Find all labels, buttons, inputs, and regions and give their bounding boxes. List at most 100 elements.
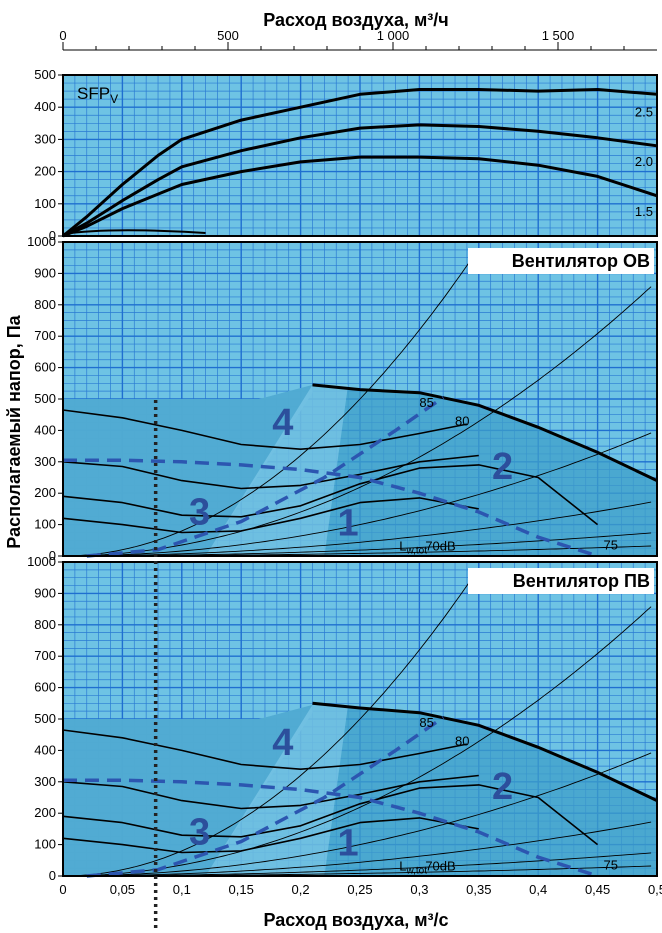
bottom-axis-tick-label: 0,1 [173, 882, 191, 897]
bottom-axis-tick-label: 0,15 [229, 882, 254, 897]
bottom-axis-title: Расход воздуха, м³/с [263, 910, 448, 930]
bottom-axis-tick-label: 0,45 [585, 882, 610, 897]
bottom-axis-tick-label: 0,5 [648, 882, 662, 897]
sfp-y-tick-label: 300 [34, 131, 56, 146]
sfp-series-label: 1.5 [635, 204, 653, 219]
ov-noise-prefix-sub: w,tot [405, 546, 427, 557]
bottom-axis-tick-label: 0,4 [529, 882, 547, 897]
pv-dashed-diagonal [86, 715, 445, 878]
ov-pressure-curve [62, 454, 479, 490]
pv-pressure-curve [62, 729, 468, 770]
bottom-axis-tick-label: 0,35 [466, 882, 491, 897]
ov-zone-label-1: 1 [338, 502, 359, 544]
pv-noise-label: 85 [419, 715, 433, 730]
ov-dashed-diagonal [86, 395, 445, 558]
ov-y-tick-label: 900 [34, 265, 56, 280]
ov-y-tick-label: 600 [34, 360, 56, 375]
ov-dashed-limit [63, 458, 599, 558]
sfp-series-2-5 [62, 88, 658, 238]
sfp-label: SFPV [77, 84, 118, 106]
top-axis-title: Расход воздуха, м³/ч [263, 10, 449, 30]
pv-zone-label-2: 2 [492, 766, 513, 808]
sfp-label-main: SFP [77, 84, 110, 103]
pv-title: Вентилятор ПВ [513, 571, 650, 591]
pv-y-tick-label: 600 [34, 680, 56, 695]
top-axis-tick-label: 0 [59, 28, 66, 43]
ov-pressure-curve [62, 464, 599, 526]
top-axis-tick-label: 1 500 [542, 28, 575, 43]
ov-y-tick-label: 100 [34, 517, 56, 532]
pv-y-tick-label: 500 [34, 711, 56, 726]
ov-pressure-curve [62, 409, 468, 450]
ov-y-tick-label: 1000 [27, 234, 56, 249]
ov-y-tick-label: 500 [34, 391, 56, 406]
pv-zone-label-4: 4 [272, 722, 293, 764]
pv-frame [62, 561, 658, 877]
ov-title-box [468, 248, 654, 274]
pv-y-tick-label: 300 [34, 774, 56, 789]
ov-zone-label-3: 3 [189, 491, 210, 533]
pv-y-tick-label: 700 [34, 648, 56, 663]
ov-zone-label-2: 2 [492, 446, 513, 488]
sfp-series-label: 2.0 [635, 154, 653, 169]
ov-y-tick-label: 700 [34, 328, 56, 343]
pv-zone-label-1: 1 [338, 822, 359, 864]
sfp-label-sub: V [110, 92, 118, 106]
bottom-axis-tick-label: 0,25 [347, 882, 372, 897]
ov-y-tick-label: 400 [34, 422, 56, 437]
bottom-axis-tick-label: 0,05 [110, 882, 135, 897]
pv-noise-label: 80 [455, 734, 469, 749]
sfp-frame [62, 74, 658, 237]
pv-max-curve [312, 701, 658, 802]
pv-dashed-limit [63, 778, 599, 878]
sfp-baseline-curve [62, 229, 206, 235]
pv-pressure-curve [62, 817, 479, 854]
pv-system-curve [62, 568, 480, 877]
pv-system-curve [63, 821, 652, 877]
pv-y-tick-label: 900 [34, 585, 56, 600]
ov-noise-prefix-main: L [399, 539, 406, 554]
bottom-axis-tick-label: 0 [59, 882, 66, 897]
ov-zone-label-4: 4 [272, 402, 293, 444]
pv-zone-label-3: 3 [189, 811, 210, 853]
pv-light-wedge [205, 704, 349, 876]
ov-pressure-curve [62, 497, 479, 534]
y-axis-title: Располагаемый напор, Па [4, 314, 24, 548]
ov-noise-label: 70dB [425, 539, 455, 554]
sfp-series-1-5 [62, 155, 658, 238]
ov-y-tick-label: 200 [34, 485, 56, 500]
pv-noise-label: 75 [604, 858, 618, 873]
ov-max-curve [312, 383, 658, 482]
ov-title: Вентилятор ОВ [512, 251, 650, 271]
ov-y-tick-label: 300 [34, 454, 56, 469]
ov-system-curve [62, 248, 480, 557]
pv-y-tick-label: 0 [49, 868, 56, 883]
ov-noise-label: 85 [419, 395, 433, 410]
sfp-y-tick-label: 0 [49, 228, 56, 243]
ov-dark-zone [63, 384, 657, 556]
sfp-series-2-0 [62, 123, 658, 238]
pv-y-tick-label: 200 [34, 805, 56, 820]
sfp-major-grid [63, 75, 657, 236]
ov-frame [62, 241, 658, 557]
ov-noise-prefix: Lw,tot [399, 539, 427, 557]
pv-title-box [468, 568, 654, 594]
sfp-y-tick-label: 400 [34, 99, 56, 114]
pv-noise-label: 70dB [425, 859, 455, 874]
bottom-axis-tick-label: 0,3 [410, 882, 428, 897]
ov-y-tick-label: 0 [49, 548, 56, 563]
ov-noise-label: 80 [455, 414, 469, 429]
pv-pressure-curve [62, 774, 479, 810]
pv-noise-prefix-main: L [399, 859, 406, 874]
sfp-y-tick-label: 200 [34, 164, 56, 179]
top-axis-tick-label: 1 000 [377, 28, 410, 43]
pv-y-tick-label: 100 [34, 837, 56, 852]
ov-light-wedge [205, 384, 349, 556]
pv-dark-zone [63, 703, 657, 876]
pv-system-curve [63, 752, 652, 877]
bottom-axis-tick-label: 0,2 [292, 882, 310, 897]
ov-noise-label: 75 [604, 538, 618, 553]
sfp-y-tick-label: 500 [34, 67, 56, 82]
